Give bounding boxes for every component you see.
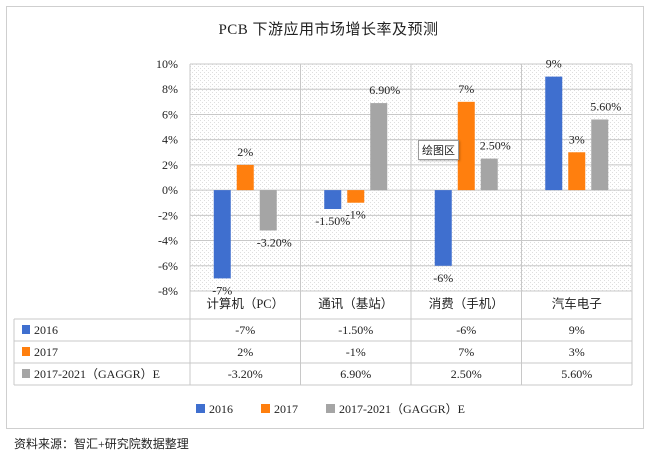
table-cell: 7% — [458, 345, 474, 359]
bar[interactable] — [236, 164, 254, 191]
table-series-name: 2017 — [34, 345, 58, 359]
data-label: 2.50% — [480, 139, 511, 153]
data-label: 6.90% — [369, 83, 400, 97]
source-note: 资料来源：智汇+研究院数据整理 — [14, 437, 189, 451]
bar[interactable] — [370, 103, 388, 191]
chart-frame — [6, 6, 644, 429]
bar[interactable] — [434, 190, 452, 266]
y-tick-label: 4% — [162, 133, 178, 147]
y-tick-label: -4% — [158, 234, 178, 248]
bar[interactable] — [259, 190, 277, 231]
table-cell: -7% — [235, 323, 255, 337]
category-label: 消费（手机） — [429, 297, 504, 311]
bar[interactable] — [213, 190, 231, 279]
table-cell: -6% — [456, 323, 476, 337]
legend-entry[interactable]: 2016 — [209, 402, 233, 416]
legend-swatch — [326, 404, 335, 413]
bar[interactable] — [324, 190, 342, 210]
legend-swatch — [261, 404, 270, 413]
table-series-name: 2016 — [34, 323, 58, 337]
table-cell: 2.50% — [451, 367, 482, 381]
bar[interactable] — [568, 152, 586, 191]
data-label: -6% — [433, 271, 453, 285]
y-tick-label: -6% — [158, 259, 178, 273]
category-label: 通讯（基站） — [318, 297, 393, 311]
data-label: 3% — [569, 132, 585, 146]
bar[interactable] — [480, 158, 498, 191]
table-cell: 9% — [569, 323, 585, 337]
data-label: -3.20% — [257, 235, 292, 249]
plot-area-tooltip: 绘图区 — [418, 140, 459, 160]
y-tick-label: -8% — [158, 284, 178, 298]
y-tick-label: 6% — [162, 107, 178, 121]
data-label: -7% — [212, 283, 232, 297]
table-cell: 3% — [569, 345, 585, 359]
table-cell: -1.50% — [338, 323, 373, 337]
table-series-name: 2017-2021（GAGGR）E — [34, 367, 160, 381]
table-cell: -1% — [346, 345, 366, 359]
y-tick-label: 0% — [162, 183, 178, 197]
data-label: 9% — [546, 57, 562, 71]
table-cell: 6.90% — [340, 367, 371, 381]
data-label: -1% — [346, 208, 366, 222]
table-legend-swatch — [22, 369, 30, 378]
category-label: 计算机（PC） — [206, 296, 284, 311]
legend-entry[interactable]: 2017-2021（GAGGR）E — [339, 402, 465, 416]
table-legend-swatch — [22, 347, 30, 356]
y-tick-label: 10% — [156, 57, 178, 71]
y-tick-label: 8% — [162, 82, 178, 96]
table-legend-swatch — [22, 325, 30, 334]
y-tick-label: -2% — [158, 208, 178, 222]
table-cell: -3.20% — [228, 367, 263, 381]
data-label: 2% — [237, 145, 253, 159]
category-label: 汽车电子 — [552, 296, 602, 311]
bar[interactable] — [457, 101, 475, 191]
y-tick-label: 2% — [162, 158, 178, 172]
chart-title: PCB 下游应用市场增长率及预测 — [218, 22, 439, 38]
bar[interactable] — [591, 119, 609, 191]
legend-entry[interactable]: 2017 — [274, 402, 298, 416]
data-label: 5.60% — [590, 99, 621, 113]
table-cell: 5.60% — [561, 367, 592, 381]
legend-swatch — [196, 404, 205, 413]
bar[interactable] — [545, 76, 563, 191]
data-label: 7% — [458, 82, 474, 96]
table-cell: 2% — [237, 345, 253, 359]
data-label: -1.50% — [315, 214, 350, 228]
bar[interactable] — [347, 190, 365, 203]
